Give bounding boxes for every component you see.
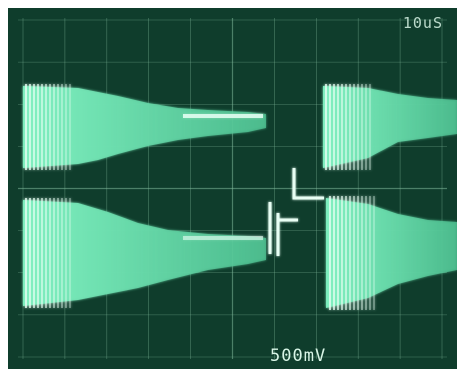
transition-steps — [268, 168, 324, 256]
channel-1-burst-left — [25, 84, 71, 170]
step-upper — [292, 168, 324, 200]
graticule-grid — [18, 18, 447, 359]
channel-1-envelope-right — [323, 86, 457, 168]
timebase-readout: 10uS — [402, 14, 443, 32]
channel-1-flat-highlight — [183, 114, 263, 118]
channel-1-envelope-left — [23, 86, 266, 168]
channel-2-burst-right — [329, 196, 375, 310]
channel-2-trace — [23, 196, 457, 310]
voltage-readout: 500mV — [270, 346, 327, 366]
channel-1-trace — [23, 84, 457, 170]
channel-2-flat-highlight — [183, 236, 263, 240]
channel-2-envelope-left — [23, 200, 266, 306]
channel-2-burst-left — [25, 198, 71, 308]
oscilloscope-screen: 10uS 500mV — [8, 8, 457, 369]
channel-1-burst-right — [325, 84, 371, 170]
scope-display — [18, 18, 457, 359]
